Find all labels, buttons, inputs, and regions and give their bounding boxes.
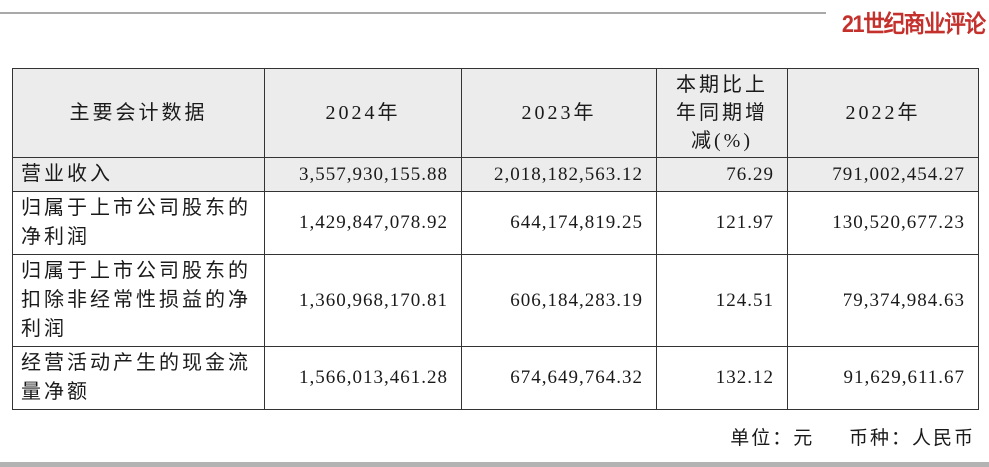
currency-label: 币种：人民币	[848, 428, 975, 449]
row-label: 营业收入	[12, 157, 265, 192]
header-cell-2022: 2022年	[787, 68, 979, 158]
publication-logo: 21世纪商业评论	[842, 11, 986, 38]
unit-currency-note: 单位：元 币种：人民币	[730, 423, 975, 450]
table-row-revenue: 营业收入 3,557,930,155.88 2,018,182,563.12 7…	[12, 157, 979, 192]
value-2023: 644,174,819.25	[461, 191, 657, 255]
bottom-divider-bar	[0, 462, 989, 467]
table-header-row: 主要会计数据 2024年 2023年 本期比上年同期增减(%) 2022年	[12, 68, 979, 158]
header-cell-2023: 2023年	[461, 68, 657, 158]
value-2024: 1,360,968,170.81	[264, 254, 462, 347]
header-cell-2024: 2024年	[264, 68, 462, 158]
value-2022: 91,629,611.67	[787, 346, 979, 410]
value-change: 121.97	[656, 191, 788, 255]
value-change: 132.12	[656, 346, 788, 410]
unit-label: 单位：元	[730, 428, 815, 449]
value-2022: 791,002,454.27	[787, 157, 979, 192]
table-row-net-profit: 归属于上市公司股东的净利润 1,429,847,078.92 644,174,8…	[12, 191, 979, 255]
value-2024: 1,429,847,078.92	[264, 191, 462, 255]
row-label: 归属于上市公司股东的扣除非经常性损益的净利润	[12, 254, 265, 347]
value-2023: 674,649,764.32	[461, 346, 657, 410]
value-2022: 79,374,984.63	[787, 254, 979, 347]
table-row-operating-cash-flow: 经营活动产生的现金流量净额 1,566,013,461.28 674,649,7…	[12, 346, 979, 410]
header-cell-change: 本期比上年同期增减(%)	[656, 68, 788, 158]
table-row-net-profit-excl-nonrecurring: 归属于上市公司股东的扣除非经常性损益的净利润 1,360,968,170.81 …	[12, 254, 979, 347]
value-change: 76.29	[656, 157, 788, 192]
header-divider-rule	[0, 12, 826, 14]
value-2023: 606,184,283.19	[461, 254, 657, 347]
value-2024: 1,566,013,461.28	[264, 346, 462, 410]
value-change: 124.51	[656, 254, 788, 347]
row-label: 经营活动产生的现金流量净额	[12, 346, 265, 410]
value-2022: 130,520,677.23	[787, 191, 979, 255]
financial-summary-table: 主要会计数据 2024年 2023年 本期比上年同期增减(%) 2022年 营业…	[12, 68, 979, 410]
value-2024: 3,557,930,155.88	[264, 157, 462, 192]
value-2023: 2,018,182,563.12	[461, 157, 657, 192]
header-cell-metric: 主要会计数据	[12, 68, 265, 158]
row-label: 归属于上市公司股东的净利润	[12, 191, 265, 255]
